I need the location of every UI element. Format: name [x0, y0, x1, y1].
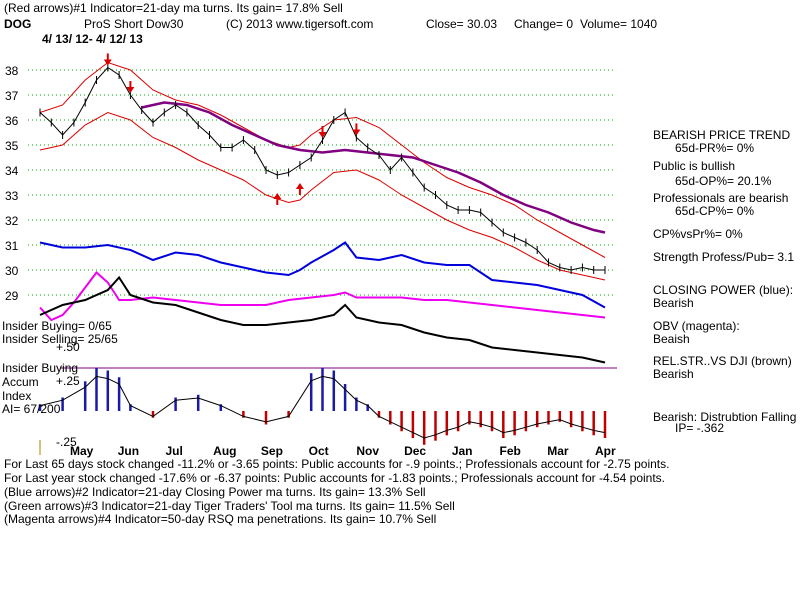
accum-minus25: -.25 [56, 435, 77, 449]
indicator-3-line: (Green arrows)#3 Indicator=21-day Tiger … [4, 499, 455, 513]
price-line [39, 66, 605, 271]
series-group [39, 61, 617, 369]
indicator-4-line: (Magenta arrows)#4 Indicator=50-day RSQ … [4, 512, 437, 526]
y-tick-label: 32 [5, 214, 19, 228]
insider-selling-count: Insider Selling= 25/65 [2, 332, 118, 346]
index-label: Index [2, 389, 32, 403]
ticker: DOG [4, 17, 32, 31]
copyright: (C) 2013 www.tigersoft.com [226, 17, 374, 31]
y-tick-label: 29 [5, 289, 19, 303]
close-value: Close= 30.03 [426, 17, 498, 31]
x-tick-label: Dec [404, 444, 426, 458]
buy-arrow [295, 183, 304, 195]
trend-label: BEARISH PRICE TREND [653, 128, 791, 142]
ai-label: AI= 67/200 [2, 402, 61, 416]
x-tick-label: May [70, 444, 94, 458]
closing-power-value: Bearish [653, 296, 694, 310]
indicator-2-line: (Blue arrows)#2 Indicator=21-day Closing… [4, 485, 426, 499]
lower-band-line [39, 111, 606, 281]
rel-str-line [39, 275, 606, 364]
x-tick-label: Mar [547, 444, 569, 458]
x-tick-label: Jul [165, 444, 182, 458]
x-tick-label: Jun [118, 444, 139, 458]
gridlines: 38 37 36 35 34 33 32 31 30 29 May Jun Jul Aug Sep Oct No… [5, 64, 616, 458]
accum-ma-line [39, 375, 606, 439]
y-tick-label: 38 [5, 64, 19, 78]
obv-value: Beaish [653, 332, 690, 346]
obv-line [39, 271, 606, 322]
accum-index-group [38, 367, 607, 455]
y-tick-label: 37 [5, 89, 19, 103]
buy-arrow [273, 193, 282, 205]
sell-arrow [103, 53, 112, 66]
professionals-label: Professionals are bearish [653, 191, 789, 205]
x-tick-label: Aug [213, 444, 236, 458]
accum-plus25: +.25 [56, 374, 80, 388]
y-tick-label: 30 [5, 264, 19, 278]
date-range: 4/ 13/ 12- 4/ 12/ 13 [42, 32, 143, 46]
cp-vs-pr: CP%vsPr%= 0% [653, 227, 743, 241]
y-tick-label: 35 [5, 139, 19, 153]
footer-year: For Last year stock changed -17.6% or -6… [4, 471, 666, 485]
sell-arrow [318, 126, 327, 138]
op-pct: 65d-OP%= 20.1% [675, 174, 772, 188]
x-tick-label: Sep [261, 444, 283, 458]
obv-label: OBV (magenta): [653, 319, 740, 333]
x-tick-label: Feb [500, 444, 521, 458]
accum-label: Accum [2, 375, 39, 389]
relstr-value: Bearish [653, 367, 694, 381]
footer-65day: For Last 65 days stock changed -11.2% or… [4, 457, 670, 471]
signal-arrows [103, 53, 361, 205]
sell-arrow [352, 123, 361, 136]
insider-buying-count: Insider Buying= 0/65 [2, 319, 112, 333]
y-tick-label: 34 [5, 164, 19, 178]
y-tick-label: 31 [5, 239, 19, 253]
public-label: Public is bullish [653, 159, 736, 173]
ip-label: Bearish: Distrubtion Falling [653, 410, 797, 424]
x-tick-label: Oct [309, 444, 329, 458]
x-tick-label: Apr [595, 444, 616, 458]
closing-power-label: CLOSING POWER (blue): [653, 283, 794, 297]
cp-pct: 65d-CP%= 0% [675, 204, 755, 218]
accum-plus50: +.50 [56, 340, 80, 354]
relstr-label: REL.STR..VS DJI (brown) [653, 354, 792, 368]
change-value: Change= 0 [514, 17, 574, 31]
insider-buying-title: Insider Buying [2, 361, 79, 375]
indicator-1-line: (Red arrows)#1 Indicator=21-day ma turns… [4, 1, 343, 15]
ip-value: IP= -.362 [675, 421, 725, 435]
strength-ratio: Strength Profess/Pub= 3.1 [653, 250, 795, 264]
x-tick-label: Nov [356, 444, 379, 458]
pr-pct: 65d-PR%= 0% [675, 141, 755, 155]
x-tick-label: Jan [452, 444, 473, 458]
stock-name: ProS Short Dow30 [84, 17, 184, 31]
y-tick-label: 36 [5, 114, 19, 128]
upper-band-line [39, 61, 606, 258]
volume-value: Volume= 1040 [580, 17, 658, 31]
closing-power-line [39, 241, 606, 309]
y-tick-label: 33 [5, 189, 19, 203]
ma-line [141, 101, 606, 234]
sell-arrow [126, 81, 135, 93]
